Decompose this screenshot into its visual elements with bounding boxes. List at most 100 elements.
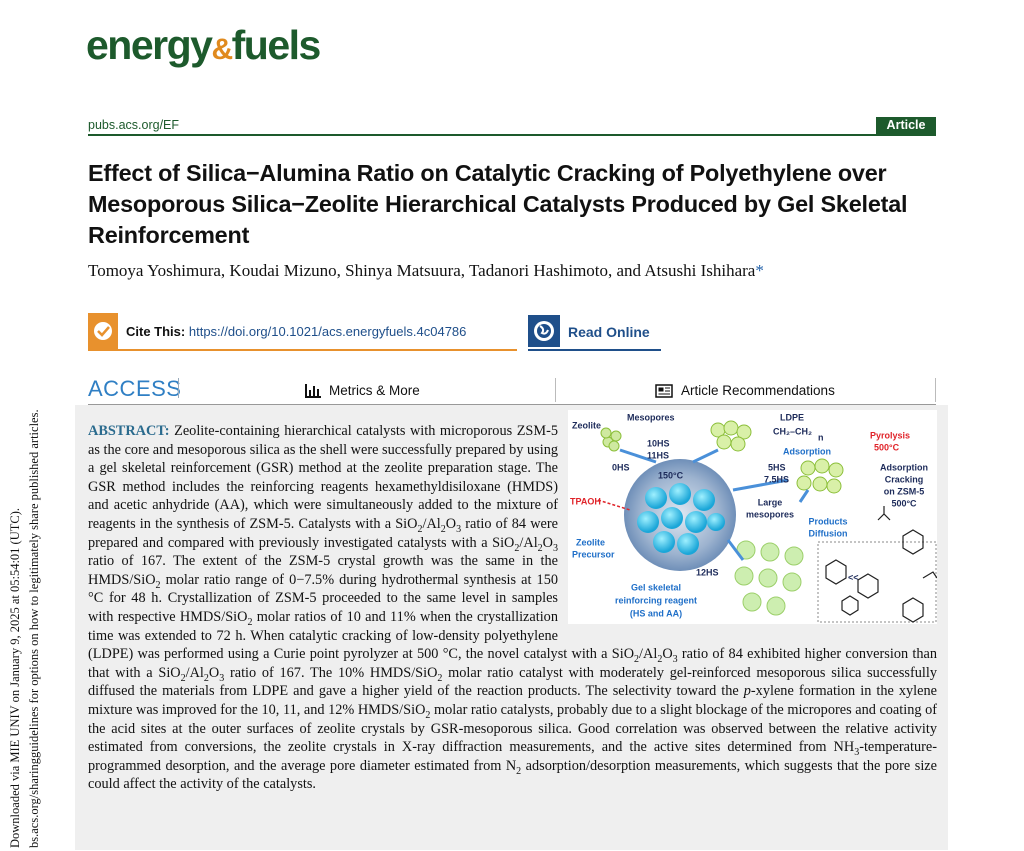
figure-label: LDPE <box>780 412 804 422</box>
recommendations-link[interactable]: Article Recommendations <box>655 383 835 398</box>
abstract-label: ABSTRACT: <box>88 423 170 439</box>
precursor-sphere <box>624 459 736 571</box>
logo-part: energy <box>86 22 213 68</box>
metrics-label[interactable]: Metrics & More <box>329 383 420 398</box>
figure-label: Large <box>758 497 783 507</box>
abstract-run: /Al <box>519 534 538 551</box>
abstract-run: ratio of 84 exhibited higher conversion … <box>88 646 937 681</box>
figure-label: (HS and AA) <box>630 608 682 618</box>
figure-label: << <box>848 572 859 582</box>
abstract-run: ratio of 167. The extent of the ZSM-5 cr… <box>88 553 558 588</box>
header-rule <box>88 134 936 136</box>
cite-icon <box>88 313 118 349</box>
figure-label: Zeolite <box>572 420 601 430</box>
side-note: Downloaded via MIE UNIV on January 9, 20… <box>6 368 44 848</box>
figure-label: Diffusion <box>809 528 848 538</box>
subscript: 2 <box>180 672 186 684</box>
subscript: 2 <box>537 542 543 554</box>
figure-label: Pyrolysis <box>870 430 910 440</box>
subscript: 2 <box>514 542 520 554</box>
journal-url: pubs.acs.org/EF <box>88 118 180 132</box>
subscript: 3 <box>854 746 860 758</box>
toc-graphic: Zeolite Mesopores 10HS 11HS 0HS 150°C LD… <box>568 410 937 624</box>
figure-label: 150°C <box>658 470 684 480</box>
read-online[interactable]: Read Online <box>528 313 661 351</box>
abstract-run: molar ratio catalyst with moderately gel… <box>88 664 937 700</box>
subscript: 2 <box>247 616 253 628</box>
abstract-run: O <box>542 534 553 551</box>
abstract-run: O <box>445 515 457 532</box>
side-note-line: Downloaded via MIE UNIV on January 9, 20… <box>8 508 22 848</box>
abstract-run: O <box>208 664 220 681</box>
figure-label: Mesopores <box>627 412 675 422</box>
abstract-run: -temperature-programmed desorption, and … <box>88 739 937 774</box>
abstract-run: molar ratio catalysts, probably due to a… <box>88 701 938 756</box>
subscript: 3 <box>672 653 678 665</box>
article-type: Article <box>876 117 936 134</box>
products-box <box>817 541 937 623</box>
abstract-run: /Al <box>422 515 441 532</box>
figure-label: reinforcing reagent <box>615 595 697 605</box>
cite-doi[interactable]: https://doi.org/10.1021/acs.energyfuels.… <box>188 324 467 339</box>
check-icon <box>94 322 112 340</box>
abstract-run: molar ratio range of 0−7.5% during hydro… <box>88 571 558 625</box>
globe-icon <box>528 315 560 347</box>
cite-label: Cite This: <box>126 324 186 339</box>
subscript: 2 <box>437 672 443 684</box>
recommendations-label[interactable]: Article Recommendations <box>681 383 835 398</box>
figure-label: 5HS <box>768 462 786 472</box>
figure-label: Adsorption <box>880 462 928 472</box>
authors: Tomoya Yoshimura, Koudai Mizuno, Shinya … <box>88 261 764 281</box>
italic-run: p <box>743 683 751 700</box>
figure-label: mesopores <box>746 509 794 519</box>
corresponding-mark[interactable]: * <box>755 261 764 280</box>
subscript: 2 <box>634 653 640 665</box>
figure-label: Gel skeletal <box>631 582 681 592</box>
abstract-run: ratio of 167. The 10% HMDS/SiO <box>224 664 438 681</box>
figure-label: 500°C <box>874 442 900 452</box>
access-rule <box>88 404 936 405</box>
article-title: Effect of Silica−Alumina Ratio on Cataly… <box>88 160 908 248</box>
journal-logo: energy&fuels <box>86 22 321 69</box>
subscript: 2 <box>425 709 431 721</box>
metrics-link[interactable]: Metrics & More <box>305 383 420 398</box>
abstract-run: -xylene formation in the xylene mixture … <box>88 683 937 718</box>
logo-amp: & <box>211 33 233 66</box>
figure-label: 7.5HS <box>764 474 789 484</box>
figure-label: 0HS <box>612 462 630 472</box>
figure-label: 10HS <box>647 438 670 448</box>
access-label: ACCESS <box>88 376 182 401</box>
abstract: Zeolite Mesopores 10HS 11HS 0HS 150°C LD… <box>75 405 948 850</box>
author-names: Tomoya Yoshimura, Koudai Mizuno, Shinya … <box>88 261 756 280</box>
figure-label: Precursor <box>572 549 615 559</box>
arrows <box>619 448 810 561</box>
read-online-label[interactable]: Read Online <box>568 324 650 340</box>
side-note-line: bs.acs.org/sharingguidelines for options… <box>27 409 41 848</box>
figure-label: Zeolite <box>576 537 605 547</box>
subscript: 3 <box>553 542 558 554</box>
subscript: 2 <box>516 765 522 777</box>
figure-label: Cracking <box>885 474 924 484</box>
subscript: 2 <box>155 579 161 591</box>
zeolite-cluster <box>600 420 844 616</box>
subscript: 3 <box>456 523 462 535</box>
subscript: 2 <box>203 672 209 684</box>
separator <box>935 378 936 402</box>
figure-label: TPAOH <box>570 496 601 506</box>
figure-label: CH₂–CH₂ <box>773 426 812 436</box>
figure-label: Adsorption <box>783 446 831 456</box>
separator <box>178 378 179 398</box>
subscript: 2 <box>417 523 423 535</box>
cite-box: Cite This: https://doi.org/10.1021/acs.e… <box>88 313 517 351</box>
abstract-run: ratio of 84 were prepared and compared w… <box>88 515 558 551</box>
bar-icon <box>305 383 321 398</box>
figure-label: on ZSM-5 <box>884 486 925 496</box>
abstract-run: O <box>662 646 673 663</box>
figure-label: 12HS <box>696 567 719 577</box>
figure-label: Products <box>808 516 847 526</box>
figure-label: n <box>818 432 824 442</box>
molecules <box>825 506 937 623</box>
abstract-run: Zeolite-containing hierarchical catalyst… <box>88 423 558 532</box>
